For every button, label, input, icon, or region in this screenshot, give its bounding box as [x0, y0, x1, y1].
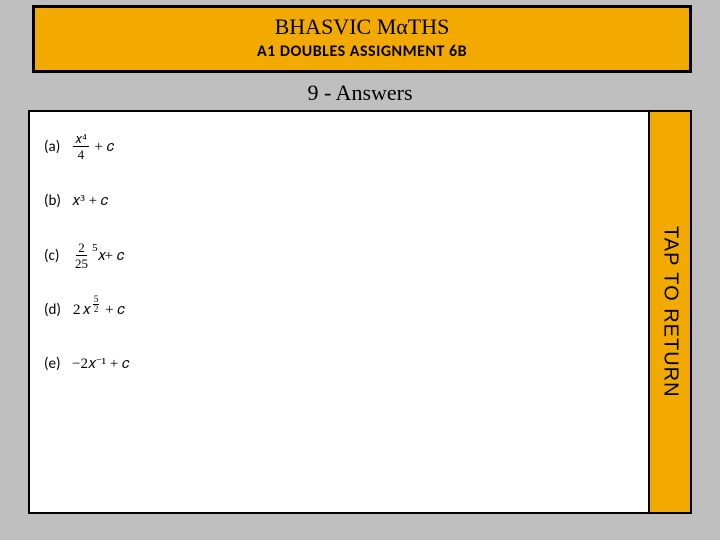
header-subtitle: A1 DOUBLES ASSIGNMENT 6B	[35, 40, 689, 61]
answer-expression: −2𝑥⁻¹ + 𝑐	[72, 355, 130, 373]
fraction: 2 25	[73, 241, 90, 270]
fraction: 𝑥⁴ 4	[73, 132, 89, 161]
answer-label: (b)	[44, 192, 72, 210]
answer-expression: 2 25 𝑥 5 + 𝑐	[72, 241, 125, 270]
answer-row: (b) 𝑥³ + 𝑐	[44, 187, 130, 215]
content-panel: (a) 𝑥⁴ 4 + 𝑐 (b) 𝑥³ + 𝑐 (c) 2 25	[28, 110, 692, 514]
exponent-fraction: 5 2	[93, 295, 100, 314]
answer-expression: 𝑥⁴ 4 + 𝑐	[72, 132, 115, 161]
answer-label: (e)	[44, 355, 72, 373]
section-title: 9 - Answers	[0, 80, 720, 106]
answer-row: (a) 𝑥⁴ 4 + 𝑐	[44, 132, 130, 161]
answer-row: (e) −2𝑥⁻¹ + 𝑐	[44, 350, 130, 378]
tap-to-return-label: TAP TO RETURN	[659, 226, 682, 398]
answer-label: (a)	[44, 138, 72, 156]
answers-list: (a) 𝑥⁴ 4 + 𝑐 (b) 𝑥³ + 𝑐 (c) 2 25	[44, 132, 130, 404]
answer-expression: 2 𝑥 5 2 + 𝑐	[72, 301, 126, 320]
answer-expression: 𝑥³ + 𝑐	[72, 192, 108, 210]
answer-row: (d) 2 𝑥 5 2 + 𝑐	[44, 296, 130, 324]
answer-label: (c)	[44, 247, 72, 265]
header-banner: BHASVIC MαTHS A1 DOUBLES ASSIGNMENT 6B	[32, 5, 692, 73]
header-title: BHASVIC MαTHS	[35, 8, 689, 40]
tap-to-return-button[interactable]: TAP TO RETURN	[648, 112, 690, 512]
answer-label: (d)	[44, 301, 72, 319]
answer-row: (c) 2 25 𝑥 5 + 𝑐	[44, 241, 130, 270]
